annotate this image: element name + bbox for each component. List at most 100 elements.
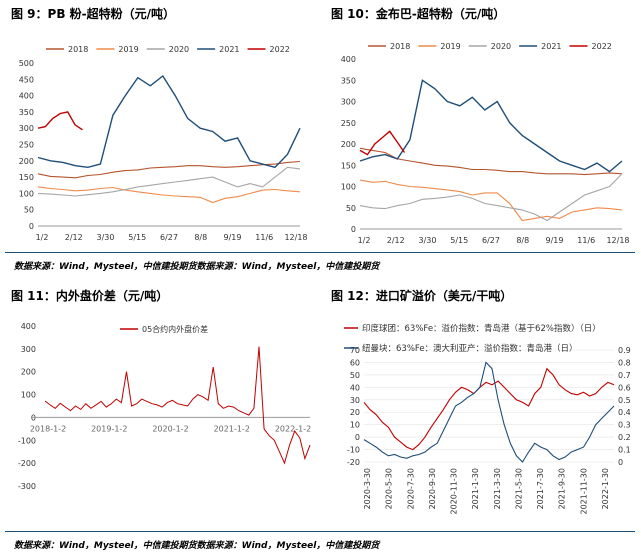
y-tick-label-right: 0.8 [618, 358, 631, 367]
y-tick-label: 400 [21, 322, 36, 331]
series-line-2018 [37, 160, 301, 179]
y-tick-label-left: 60 [350, 358, 360, 367]
y-tick-label: 0 [31, 413, 36, 422]
x-tick-label: 2022-1-30 [601, 468, 610, 509]
y-tick-label-left: 20 [350, 408, 360, 417]
y-tick-label: 350 [341, 76, 356, 85]
y-tick-label-right: 0.6 [618, 383, 631, 392]
legend-label-2018: 2018 [390, 42, 410, 51]
y-tick-label: 200 [21, 368, 36, 377]
x-tick-label: 9/19 [224, 233, 242, 242]
series-line-2019 [359, 179, 623, 222]
y-tick-label: 100 [19, 189, 34, 198]
source-row1: 数据来源：Wind，Mysteel，中信建投期货数据来源：Wind，Mystee… [14, 262, 380, 272]
x-tick-label: 2020-3-30 [363, 468, 372, 509]
x-tick-label: 2020-1-2 [152, 424, 188, 433]
fig12-caption: 图 12：进口矿溢价（美元/干吨） [331, 289, 513, 303]
y-tick-label: 100 [341, 183, 356, 192]
y-tick-label-left: 70 [350, 346, 360, 355]
x-tick-label: 2021-3-30 [493, 468, 502, 509]
x-tick-label: 8/8 [194, 233, 207, 242]
chart-imported-ore-premium: -20 -10 0 10 20 30 40 50 60 70 0 0.1 0.2 0.3 0.4 0.5 0.6… [344, 323, 631, 515]
source-row2: 数据来源：Wind，Mysteel，中信建投期货数据来源：Wind，Mystee… [14, 541, 380, 551]
y-tick-label: 200 [19, 157, 34, 166]
y-tick-label-left: 30 [350, 396, 360, 405]
y-tick-label: 400 [341, 55, 356, 64]
divider-row2 [5, 531, 635, 532]
y-tick-label: 250 [341, 119, 356, 128]
chart-domestic-foreign-spread: -300 -200 -100 0 100 200 300 400 2018-1-2 2019-1-… [18, 322, 311, 491]
x-tick-label: 11/6 [577, 236, 595, 245]
y-tick-label-right: 0.9 [618, 346, 631, 355]
x-tick-label: 2021-11-30 [579, 468, 588, 515]
x-tick-label: 2/12 [387, 236, 405, 245]
x-tick-label: 3/30 [419, 236, 437, 245]
y-tick-label-right: 0.4 [618, 408, 631, 417]
y-tick-label-left: -20 [347, 458, 360, 467]
x-tick-label: 3/30 [97, 233, 115, 242]
y-tick-label-left: 0 [355, 433, 360, 442]
x-tick-label: 2021-1-2 [214, 424, 250, 433]
divider-row1 [5, 252, 635, 253]
legend-label-2018: 2018 [68, 45, 88, 54]
y-tick-label-right: 0.3 [618, 421, 631, 430]
x-tick-label: 2/12 [65, 233, 83, 242]
y-tick-label-left: 10 [350, 421, 360, 430]
x-tick-label: 9/19 [546, 236, 564, 245]
y-tick-label: 300 [19, 124, 34, 133]
x-tick-label: 2020-7-30 [406, 468, 415, 509]
chart-jinbuba-vs-super-special: 0 50 100 150 200 250 300 350 400 1/2 2/12 3/30 5/15 6… [341, 42, 630, 245]
series-line-newman-lump [363, 361, 615, 463]
x-tick-label: 2021-5-30 [514, 468, 523, 509]
legend-label-2022: 2022 [592, 42, 612, 51]
y-tick-label: -300 [18, 482, 36, 491]
x-tick-label: 5/15 [128, 233, 146, 242]
x-tick-label: 2022-1-2 [275, 424, 311, 433]
legend-label-2019: 2019 [118, 45, 138, 54]
x-tick-label: 2019-1-2 [91, 424, 127, 433]
x-tick-label: 11/6 [255, 233, 273, 242]
y-tick-label: 50 [346, 204, 356, 213]
y-tick-label-left: 40 [350, 383, 360, 392]
y-tick-label-right: 0 [618, 458, 623, 467]
x-tick-label: 2021-7-30 [536, 468, 545, 509]
chart-pb-vs-super-special: 0 50 100 150 200 250 300 350 400 450 500 1/2 2/12 3/3… [19, 45, 308, 242]
y-tick-label: 300 [341, 98, 356, 107]
series-line-india-pellet [363, 367, 615, 451]
legend-label-2020: 2020 [169, 45, 189, 54]
y-tick-label: 150 [341, 161, 356, 170]
series-line-2021 [359, 79, 623, 173]
legend-label-newman-lump: 纽曼块：63%Fe：澳大利亚产：溢价指数：青岛港（日） [362, 343, 578, 354]
series-line-2021 [37, 74, 301, 169]
legend-label-india-pellet: 印度球团：63%Fe：溢价指数：青岛港（基于62%指数）（日） [362, 323, 601, 334]
x-tick-label: 8/8 [516, 236, 529, 245]
y-tick-label-left: 50 [350, 371, 360, 380]
x-tick-label: 1/2 [358, 236, 371, 245]
x-tick-label: 2018-1-2 [30, 424, 66, 433]
legend-label-2022: 2022 [270, 45, 290, 54]
y-tick-label: 300 [21, 345, 36, 354]
fig9-caption: 图 9：PB 粉-超特粉（元/吨） [11, 7, 176, 21]
y-tick-label-right: 0.1 [618, 446, 631, 455]
series-line-2018 [359, 147, 623, 176]
fig11-caption: 图 11：内外盘价差（元/吨） [11, 289, 169, 303]
y-tick-label-right: 0.2 [618, 433, 631, 442]
y-tick-label: 200 [341, 140, 356, 149]
y-tick-label: 50 [24, 206, 34, 215]
series-line-2022 [359, 130, 406, 156]
y-tick-label: 350 [19, 108, 34, 117]
x-tick-label: 1/2 [36, 233, 49, 242]
x-tick-label: 6/27 [482, 236, 500, 245]
y-tick-label: -200 [18, 459, 36, 468]
y-tick-label: 100 [21, 391, 36, 400]
y-tick-label: -100 [18, 436, 36, 445]
x-tick-label: 12/18 [284, 233, 307, 242]
x-tick-label: 2020-5-30 [385, 468, 394, 509]
y-tick-label-left: -10 [347, 446, 360, 455]
legend-label-2019: 2019 [440, 42, 460, 51]
x-tick-label: 2020-11-30 [450, 468, 459, 515]
legend-label-spread: 05合约内外盘价差 [142, 324, 208, 334]
y-tick-label: 250 [19, 141, 34, 150]
fig10-caption: 图 10：金布巴-超特粉（元/吨） [331, 7, 506, 21]
y-tick-label: 0 [351, 225, 356, 234]
